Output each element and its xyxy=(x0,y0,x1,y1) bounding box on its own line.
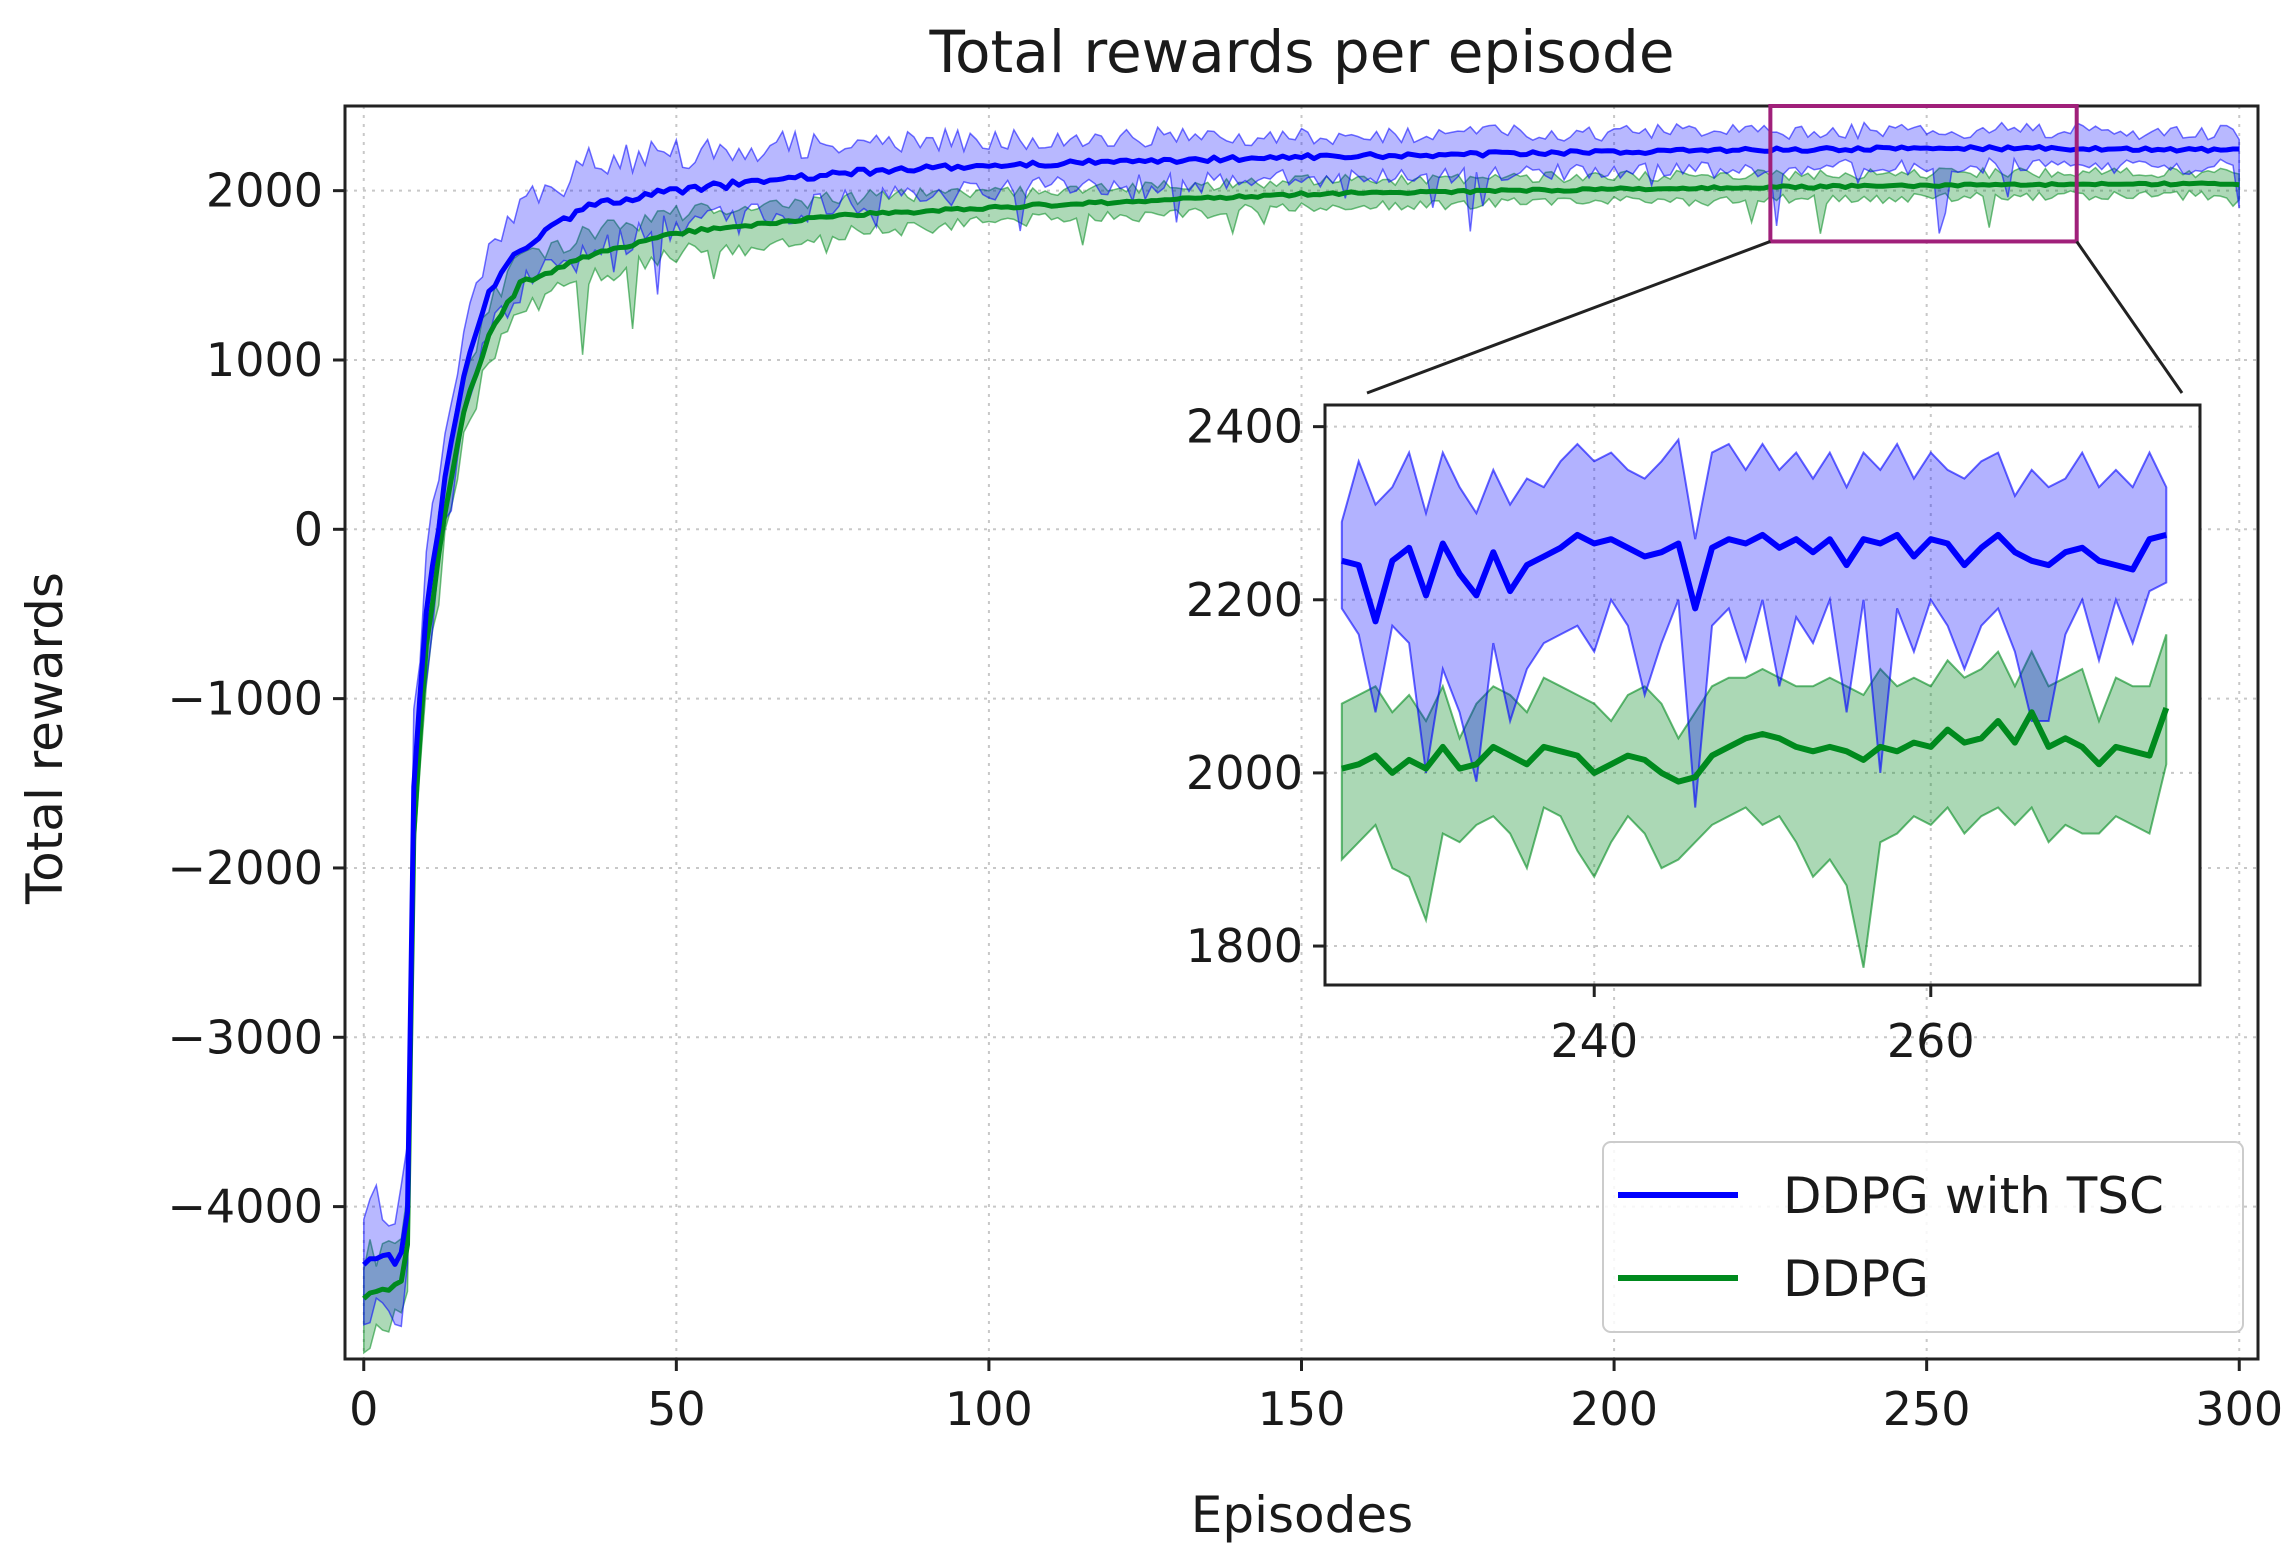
x-axis-label: Episodes xyxy=(1191,1486,1413,1544)
legend-label-ddpg-tsc: DDPG with TSC xyxy=(1783,1167,2164,1225)
band-ddpg-tsc xyxy=(363,121,2240,1328)
legend-box xyxy=(1602,1141,2244,1333)
zoom-connector-left xyxy=(1366,240,1771,395)
inset-y-tick-label: 1800 xyxy=(1186,919,1303,973)
y-tick-label: 0 xyxy=(294,502,323,556)
y-tick-label: −2000 xyxy=(167,841,323,895)
y-axis-label: Total rewards xyxy=(16,572,74,905)
x-tick-label: 300 xyxy=(2195,1382,2283,1436)
x-tick-label: 100 xyxy=(945,1382,1033,1436)
inset-plot-series xyxy=(1340,437,2170,968)
inset-band-ddpg xyxy=(1340,634,2168,968)
inset-line-ddpg xyxy=(1341,707,2170,785)
inset-x-tick-label: 260 xyxy=(1887,1014,1975,1068)
x-tick-label: 0 xyxy=(349,1382,378,1436)
y-tick-label: −4000 xyxy=(167,1180,323,1234)
inset-y-tick-label: 2000 xyxy=(1186,746,1303,800)
inset-x-tick-label: 240 xyxy=(1550,1014,1638,1068)
y-tick-label: −3000 xyxy=(167,1010,323,1064)
main-axis-ticks: 0 50 100 150 200 250 300 −4000 −3000 −2000 −1000 0 1… xyxy=(167,164,2283,1436)
inset-frame xyxy=(1323,403,2202,987)
inset-axis-ticks: 240 260 1800 2000 2200 2400 xyxy=(1186,400,1975,1068)
y-tick-label: 2000 xyxy=(206,164,323,218)
legend: DDPG with TSC DDPG xyxy=(1602,1141,2244,1333)
zoom-region-box xyxy=(1768,104,2079,244)
inset-gridlines xyxy=(1325,405,2200,985)
inset-zoom-panel: 240 260 1800 2000 2200 2400 xyxy=(1186,400,2202,1068)
zoom-connector-right xyxy=(2075,240,2184,394)
inset-y-tick-label: 2400 xyxy=(1186,400,1303,454)
x-tick-label: 50 xyxy=(647,1382,706,1436)
inset-band-ddpg-tsc xyxy=(1340,437,2168,808)
x-tick-label: 150 xyxy=(1258,1382,1346,1436)
x-tick-label: 200 xyxy=(1570,1382,1658,1436)
legend-label-ddpg: DDPG xyxy=(1783,1250,1929,1308)
main-plot-series xyxy=(362,121,2240,1355)
line-ddpg-tsc xyxy=(362,144,2240,1267)
x-tick-label: 250 xyxy=(1883,1382,1971,1436)
y-tick-label: −1000 xyxy=(167,672,323,726)
inset-line-ddpg-tsc xyxy=(1341,531,2168,625)
y-tick-label: 1000 xyxy=(206,333,323,387)
line-ddpg xyxy=(362,180,2240,1301)
chart-title: Total rewards per episode xyxy=(928,18,1674,86)
inset-y-tick-label: 2200 xyxy=(1186,573,1303,627)
